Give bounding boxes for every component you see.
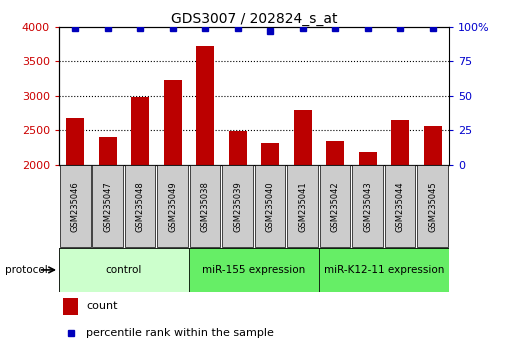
Text: GSM235042: GSM235042 [331,181,340,232]
Bar [196,46,214,165]
Bar [59,248,189,292]
Bar [294,110,311,165]
Bar [190,165,221,247]
Text: control: control [106,265,142,275]
Text: count: count [86,301,118,311]
Text: GSM235043: GSM235043 [363,181,372,232]
Bar [287,165,318,247]
Bar [157,165,188,247]
Bar [63,297,78,315]
Bar [99,137,116,165]
Bar [352,165,383,247]
Bar [229,131,247,165]
Bar [385,165,416,247]
Text: GSM235048: GSM235048 [136,181,145,232]
Text: GSM235045: GSM235045 [428,181,437,232]
Text: GSM235041: GSM235041 [298,181,307,232]
Bar [319,248,449,292]
Text: miR-K12-11 expression: miR-K12-11 expression [324,265,444,275]
Text: protocol: protocol [5,265,48,275]
Text: GSM235046: GSM235046 [71,181,80,232]
Text: percentile rank within the sample: percentile rank within the sample [86,328,274,338]
Bar [92,165,123,247]
Text: GSM235038: GSM235038 [201,181,210,232]
Bar [131,97,149,165]
Bar [391,120,409,165]
Text: miR-155 expression: miR-155 expression [202,265,306,275]
Bar [320,165,350,247]
Bar [189,248,319,292]
Title: GDS3007 / 202824_s_at: GDS3007 / 202824_s_at [171,12,337,25]
Bar [66,118,84,165]
Bar [359,152,377,165]
Bar [418,165,448,247]
Bar [164,80,182,165]
Text: GSM235044: GSM235044 [396,181,405,232]
Bar [326,141,344,165]
Text: GSM235040: GSM235040 [266,181,274,232]
Bar [125,165,155,247]
Bar [255,165,285,247]
Bar [261,143,279,165]
Bar [60,165,90,247]
Bar [424,126,442,165]
Bar [223,165,253,247]
Text: GSM235039: GSM235039 [233,181,242,232]
Text: GSM235049: GSM235049 [168,181,177,232]
Text: GSM235047: GSM235047 [103,181,112,232]
